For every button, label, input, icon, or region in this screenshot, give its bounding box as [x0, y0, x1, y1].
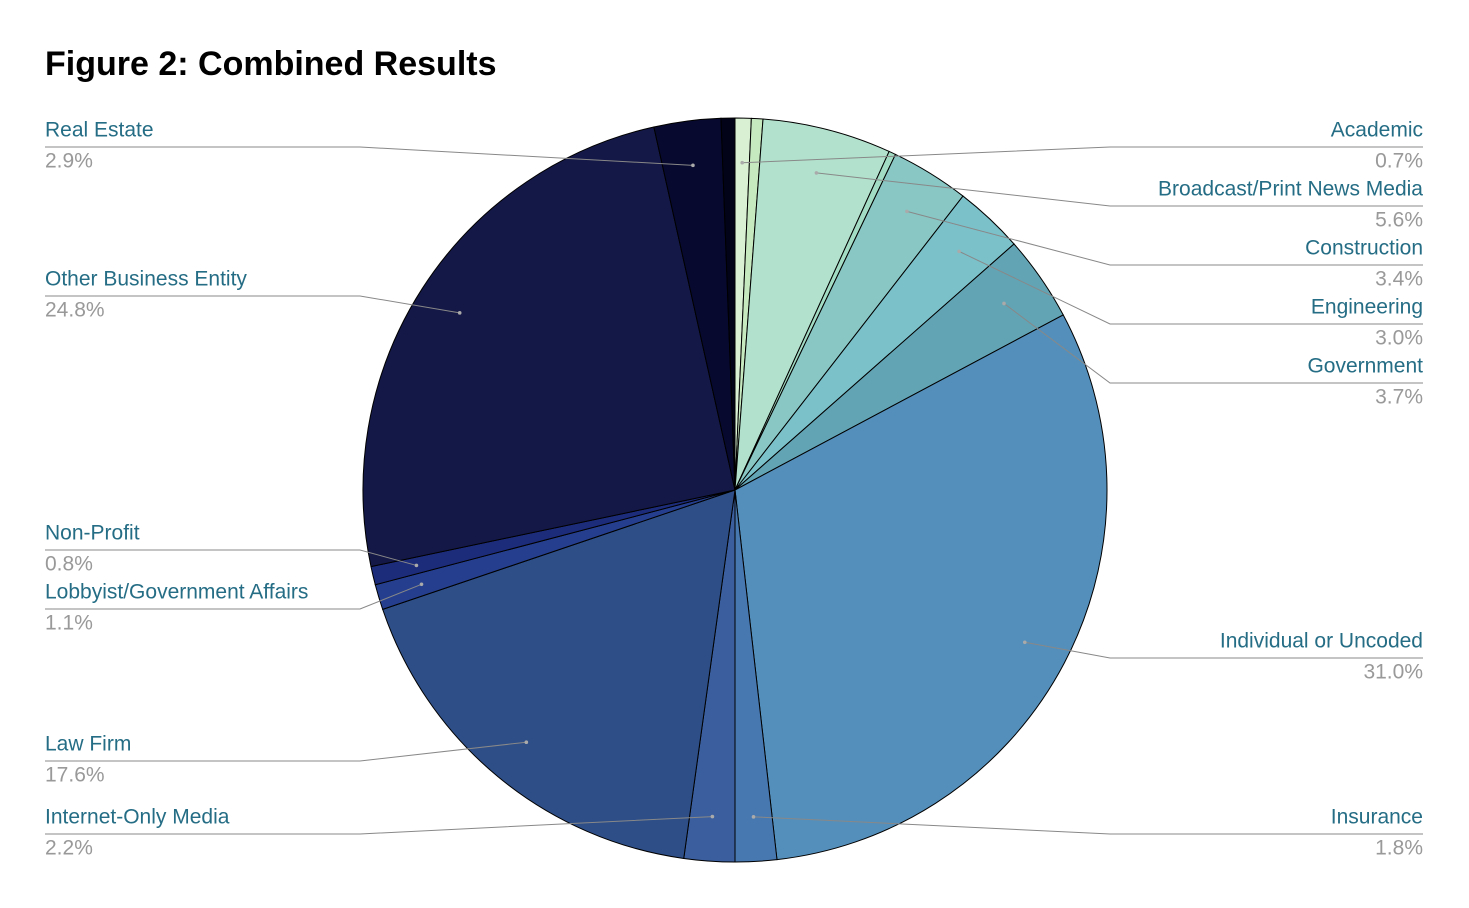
- leader-dot: [751, 815, 756, 819]
- leader-line: [753, 816, 1423, 835]
- legend-label: Government: [1307, 355, 1423, 378]
- leader-dot: [414, 563, 419, 568]
- leader-dot: [419, 582, 424, 587]
- value-label: 3.7%: [1375, 386, 1423, 409]
- leader-dot: [814, 171, 819, 175]
- leader-dot: [457, 311, 462, 315]
- legend-label: Individual or Uncoded: [1220, 630, 1423, 653]
- leader-line: [958, 250, 1423, 325]
- legend-label: Internet-Only Media: [45, 806, 230, 829]
- legend-label: Engineering: [1311, 296, 1423, 319]
- value-label: 2.2%: [45, 837, 93, 860]
- value-label: 3.0%: [1375, 327, 1423, 350]
- legend-label: Insurance: [1331, 806, 1423, 829]
- leader-dot: [1002, 301, 1006, 306]
- value-label: 31.0%: [1363, 661, 1423, 684]
- pie-slice: [734, 314, 1108, 861]
- leader-line: [816, 172, 1423, 207]
- legend-label: Academic: [1331, 119, 1423, 142]
- legend-label: Law Firm: [45, 733, 131, 756]
- value-label: 24.8%: [45, 299, 105, 322]
- leader-line: [45, 816, 713, 835]
- leader-dot: [524, 740, 529, 745]
- leader-dot: [1022, 640, 1027, 645]
- legend-label: Construction: [1305, 237, 1423, 260]
- legend-label: Non-Profit: [45, 522, 140, 545]
- leader-dot: [740, 160, 744, 165]
- chart-title: Figure 2: Combined Results: [45, 45, 497, 83]
- value-label: 2.9%: [45, 150, 93, 173]
- leader-dot: [957, 249, 961, 254]
- value-label: 1.1%: [45, 612, 93, 635]
- pie-slice: [720, 117, 736, 491]
- legend-label: Lobbyist/Government Affairs: [45, 581, 308, 604]
- legend-label: Other Business Entity: [45, 268, 247, 291]
- leader-dot: [905, 209, 909, 214]
- value-label: 0.7%: [1375, 150, 1423, 173]
- pie-slice: [382, 489, 736, 860]
- leader-line: [742, 146, 1423, 164]
- pie-slice: [362, 126, 736, 568]
- value-label: 0.8%: [45, 553, 93, 576]
- value-label: 1.8%: [1375, 837, 1423, 860]
- leader-line: [45, 146, 693, 166]
- value-label: 3.4%: [1375, 268, 1423, 291]
- leader-dot: [710, 814, 715, 819]
- legend-label: Broadcast/Print News Media: [1158, 178, 1423, 201]
- legend-label: Real Estate: [45, 119, 154, 142]
- leader-line: [45, 741, 527, 762]
- leader-line: [906, 210, 1423, 266]
- pie-slice: [734, 118, 890, 491]
- leader-line: [45, 295, 460, 314]
- leader-dot: [691, 163, 695, 168]
- leader-line: [1024, 641, 1423, 659]
- leader-line: [45, 583, 422, 610]
- leader-line: [45, 549, 417, 566]
- leader-line: [1003, 303, 1423, 384]
- value-label: 17.6%: [45, 764, 105, 787]
- value-label: 5.6%: [1375, 209, 1423, 232]
